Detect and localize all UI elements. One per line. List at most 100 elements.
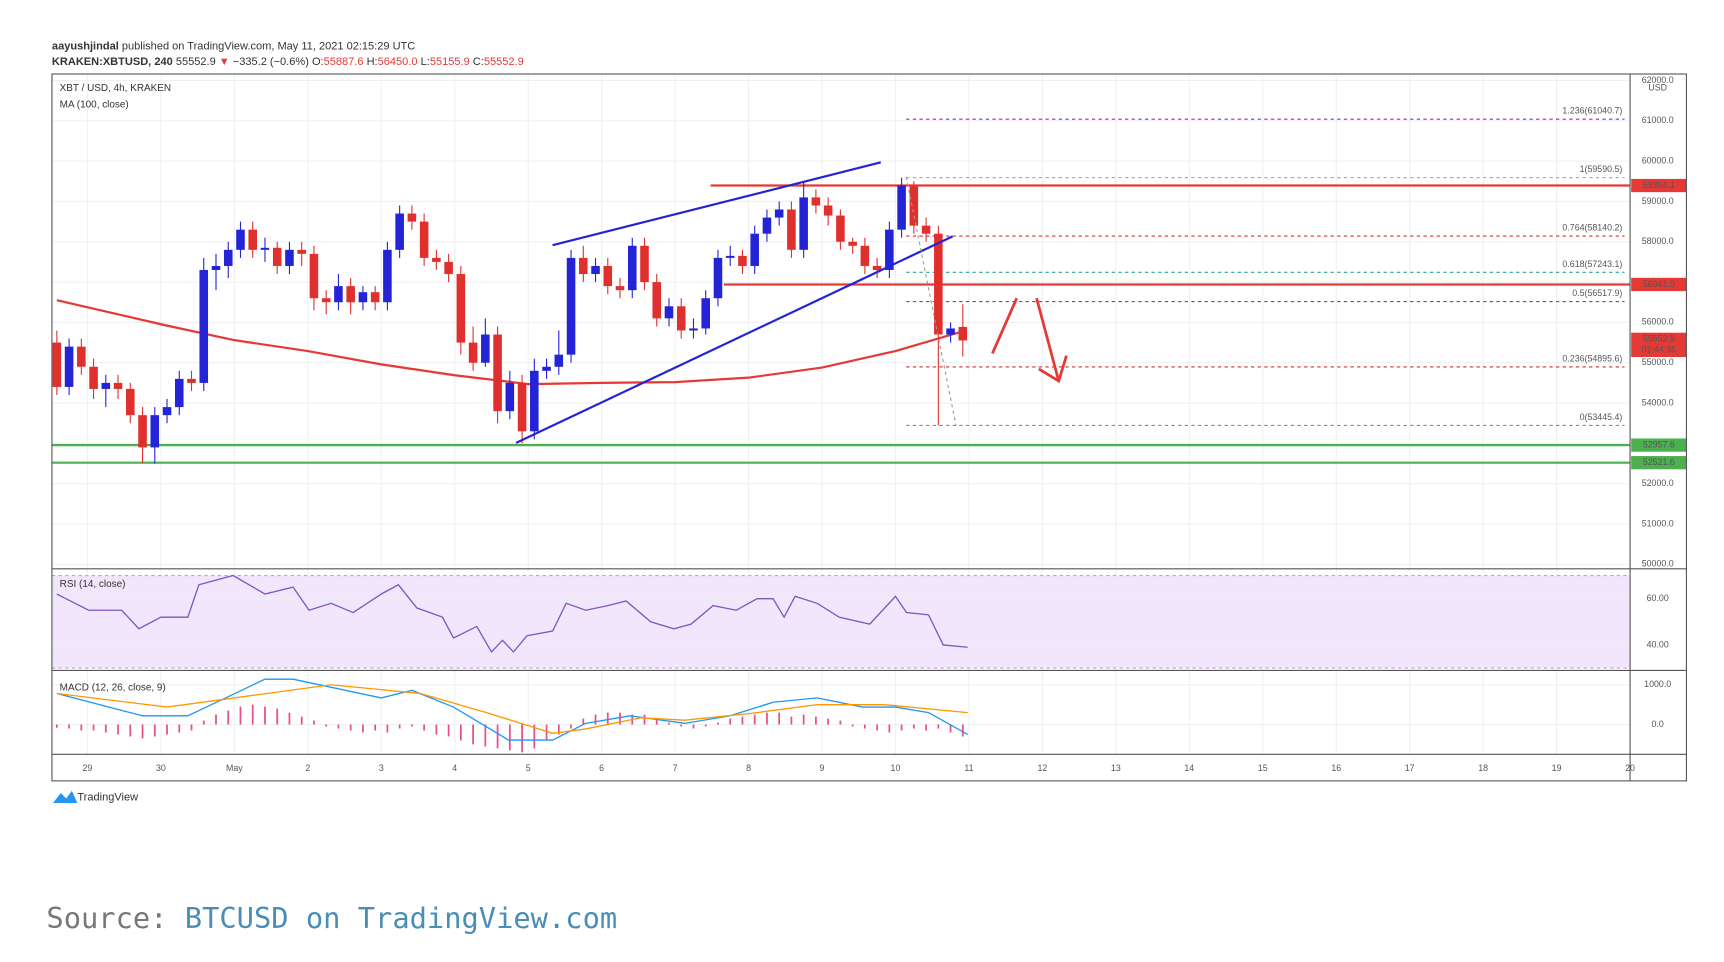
macd-histogram-bar — [80, 724, 83, 731]
macd-histogram-bar — [337, 724, 340, 729]
chart-title: XBT / USD, 4h, KRAKEN — [60, 83, 171, 94]
candle-body — [444, 261, 453, 275]
macd-histogram-bar — [288, 712, 291, 725]
candle-body — [297, 249, 306, 254]
macd-histogram-bar — [790, 716, 793, 725]
x-tick-label: 19 — [1552, 763, 1562, 773]
candle-body — [468, 342, 478, 363]
candle-body — [334, 286, 343, 303]
x-tick-label: 4 — [452, 763, 457, 773]
y-tick-label: 1000.0 — [1644, 679, 1671, 689]
candle-body — [872, 265, 882, 270]
macd-histogram-bar — [704, 724, 707, 727]
x-tick-label: 16 — [1331, 763, 1341, 773]
x-tick-label: 11 — [964, 763, 973, 773]
macd-histogram-bar — [349, 724, 352, 731]
candle-body — [897, 185, 906, 230]
header-line-2: KRAKEN:XBTUSD, 240 55552.9 ▼ −335.2 (−0.… — [52, 56, 524, 68]
y-tick-label: 62000.0 — [1642, 75, 1674, 85]
candle-body — [309, 253, 319, 299]
logo — [53, 790, 78, 803]
macd-histogram-bar — [447, 724, 450, 737]
source-label: Source: — [46, 901, 167, 935]
h-label: H: — [367, 56, 378, 68]
x-tick-label: 14 — [1184, 763, 1194, 773]
price-tag-label: 52957.6 — [1643, 439, 1675, 449]
source-link[interactable]: BTCUSD on TradingView.com — [185, 901, 617, 935]
ma-legend: MA (100, close) — [60, 100, 129, 111]
macd-histogram-bar — [606, 712, 609, 725]
candle-body — [762, 217, 772, 234]
macd-histogram-bar — [851, 724, 854, 727]
ma-line — [56, 299, 964, 386]
candle-body — [676, 306, 686, 331]
macd-histogram-bar — [557, 724, 560, 735]
macd-histogram-bar — [472, 724, 474, 745]
macd-histogram-bar — [276, 708, 279, 725]
price-tag-label: 56941.0 — [1643, 279, 1675, 289]
macd-histogram-bar — [753, 714, 756, 725]
macd-histogram-bar — [692, 724, 695, 729]
macd-histogram-bar — [227, 710, 230, 725]
high: 56450.0 — [378, 56, 418, 68]
candle-body — [603, 265, 613, 287]
candle-body — [150, 415, 160, 448]
candle-body — [652, 282, 662, 319]
candle-body — [823, 205, 833, 216]
macd-histogram-bar — [386, 724, 389, 733]
candle-body — [958, 326, 968, 341]
macd-histogram-bar — [325, 724, 328, 727]
candle-body — [199, 269, 209, 383]
macd-histogram-bar — [190, 724, 193, 731]
macd-histogram-bar — [533, 724, 536, 749]
y-tick-label: 60.00 — [1647, 593, 1669, 603]
candle-body — [799, 197, 808, 250]
x-tick-label: 17 — [1405, 763, 1415, 773]
y-tick-label: 50000.0 — [1642, 559, 1674, 569]
x-tick-label: 3 — [379, 763, 384, 773]
macd-histogram-bar — [313, 720, 315, 725]
header-line-1: aayushjindal published on TradingView.co… — [52, 40, 415, 52]
candle-body — [64, 346, 74, 387]
candle-body — [530, 370, 539, 432]
price-tag — [1631, 178, 1687, 193]
candle-body — [627, 245, 637, 291]
source: Source: BTCUSD on TradingView.com — [46, 901, 617, 935]
macd-histogram-bar — [68, 724, 70, 729]
candle-body — [260, 247, 270, 250]
macd-histogram-bar — [264, 706, 266, 725]
macd-histogram-bar — [117, 724, 119, 735]
candle-body — [493, 334, 502, 412]
macd-histogram-bar — [411, 724, 413, 727]
x-tick-label: 29 — [83, 763, 93, 773]
signal-line — [56, 684, 968, 734]
macd-histogram-bar — [888, 724, 891, 733]
candle-body — [285, 249, 294, 266]
y-tick-label: 54000.0 — [1642, 397, 1674, 407]
x-tick-label: 13 — [1111, 763, 1121, 773]
macd-histogram-bar — [215, 714, 217, 725]
o-label: O: — [312, 56, 324, 68]
macd-histogram-bar — [104, 724, 107, 733]
arrow-up — [991, 297, 1018, 354]
macd-histogram-bar — [300, 716, 303, 725]
candle-body — [579, 257, 588, 275]
plot: 29 30 May 2 3 4 5 6 7 8 9 10 11 12 13 14 15 16 17 18 19 20500… — [51, 74, 1687, 773]
candle-body — [174, 378, 184, 408]
fib-label: 0.5(56517.9) — [1572, 288, 1622, 298]
candle-body — [321, 298, 331, 303]
macd-histogram-bar — [582, 718, 585, 725]
l-label: L: — [421, 56, 430, 68]
candle-body — [236, 229, 245, 250]
macd-histogram-bar — [876, 724, 879, 731]
published: published on TradingView.com, May 11, 20… — [119, 40, 416, 52]
macd-histogram-bar — [655, 718, 658, 725]
macd-histogram-bar — [925, 724, 927, 731]
macd-histogram-bar — [166, 724, 168, 735]
candle-body — [934, 233, 943, 335]
y-tick-label: 59000.0 — [1642, 196, 1674, 206]
fib-label: 0.618(57243.1) — [1562, 259, 1622, 269]
arrow-down — [1035, 297, 1061, 382]
open: 55887.6 — [324, 56, 364, 68]
